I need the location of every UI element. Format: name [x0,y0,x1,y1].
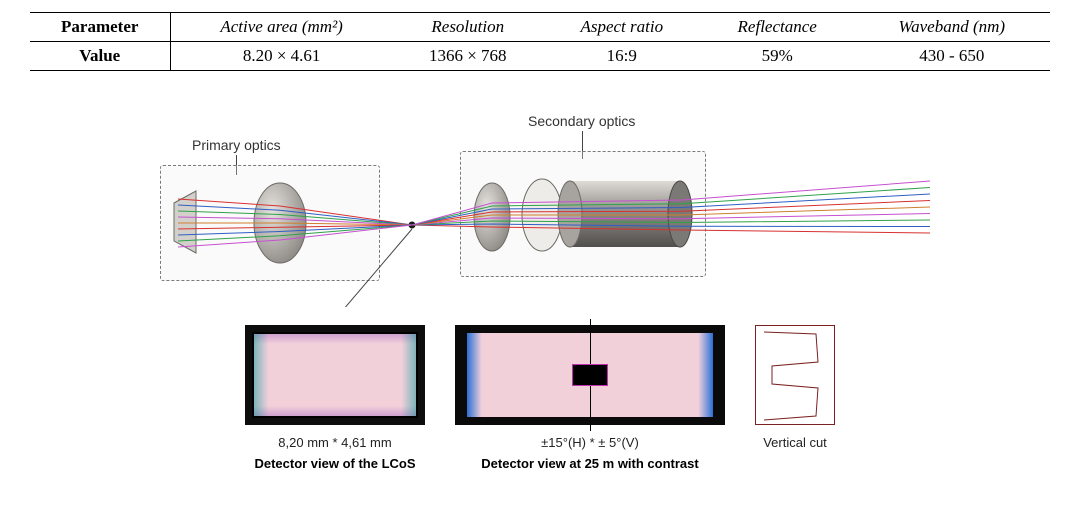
val-aspect-ratio: 16:9 [543,42,701,71]
detector25m-view-block: ±15°(H) * ± 5°(V) Detector view at 25 m … [455,325,725,471]
col-reflectance: Reflectance [701,13,854,42]
val-reflectance: 59% [701,42,854,71]
lcos-title: Detector view of the LCoS [245,456,425,471]
detector-views-row: 8,20 mm * 4,61 mm Detector view of the L… [150,325,930,471]
val-resolution: 1366 × 768 [393,42,543,71]
col-resolution: Resolution [393,13,543,42]
table-header-row: Parameter Active area (mm²) Resolution A… [30,13,1050,42]
table-value-row: Value 8.20 × 4.61 1366 × 768 16:9 59% 43… [30,42,1050,71]
row-label-value: Value [30,42,170,71]
col-waveband: Waveband (nm) [854,13,1050,42]
vertical-cut-panel [755,325,835,425]
detector25m-title: Detector view at 25 m with contrast [455,456,725,471]
focal-leader-line [320,229,412,307]
ray-trace-svg [150,107,930,307]
row-label-parameter: Parameter [30,13,170,42]
detector25m-dim-caption: ±15°(H) * ± 5°(V) [455,435,725,450]
col-active-area: Active area (mm²) [170,13,393,42]
optics-figure: Primary optics Secondary optics [150,107,930,471]
vertical-cut-profile [764,332,818,420]
val-waveband: 430 - 650 [854,42,1050,71]
vertical-cut-block: Vertical cut [755,325,835,450]
lcos-dim-caption: 8,20 mm * 4,61 mm [245,435,425,450]
lcos-view-block: 8,20 mm * 4,61 mm Detector view of the L… [245,325,425,471]
secondary-barrel-icon [558,181,692,247]
vertical-cut-svg [756,326,836,426]
val-active-area: 8.20 × 4.61 [170,42,393,71]
parameters-table: Parameter Active area (mm²) Resolution A… [30,12,1050,71]
detector25m-panel [455,325,725,425]
lcos-panel [245,325,425,425]
optics-diagram: Primary optics Secondary optics [150,107,930,307]
detector25m-center-mark [573,365,607,385]
vertical-cut-caption: Vertical cut [755,435,835,450]
col-aspect-ratio: Aspect ratio [543,13,701,42]
